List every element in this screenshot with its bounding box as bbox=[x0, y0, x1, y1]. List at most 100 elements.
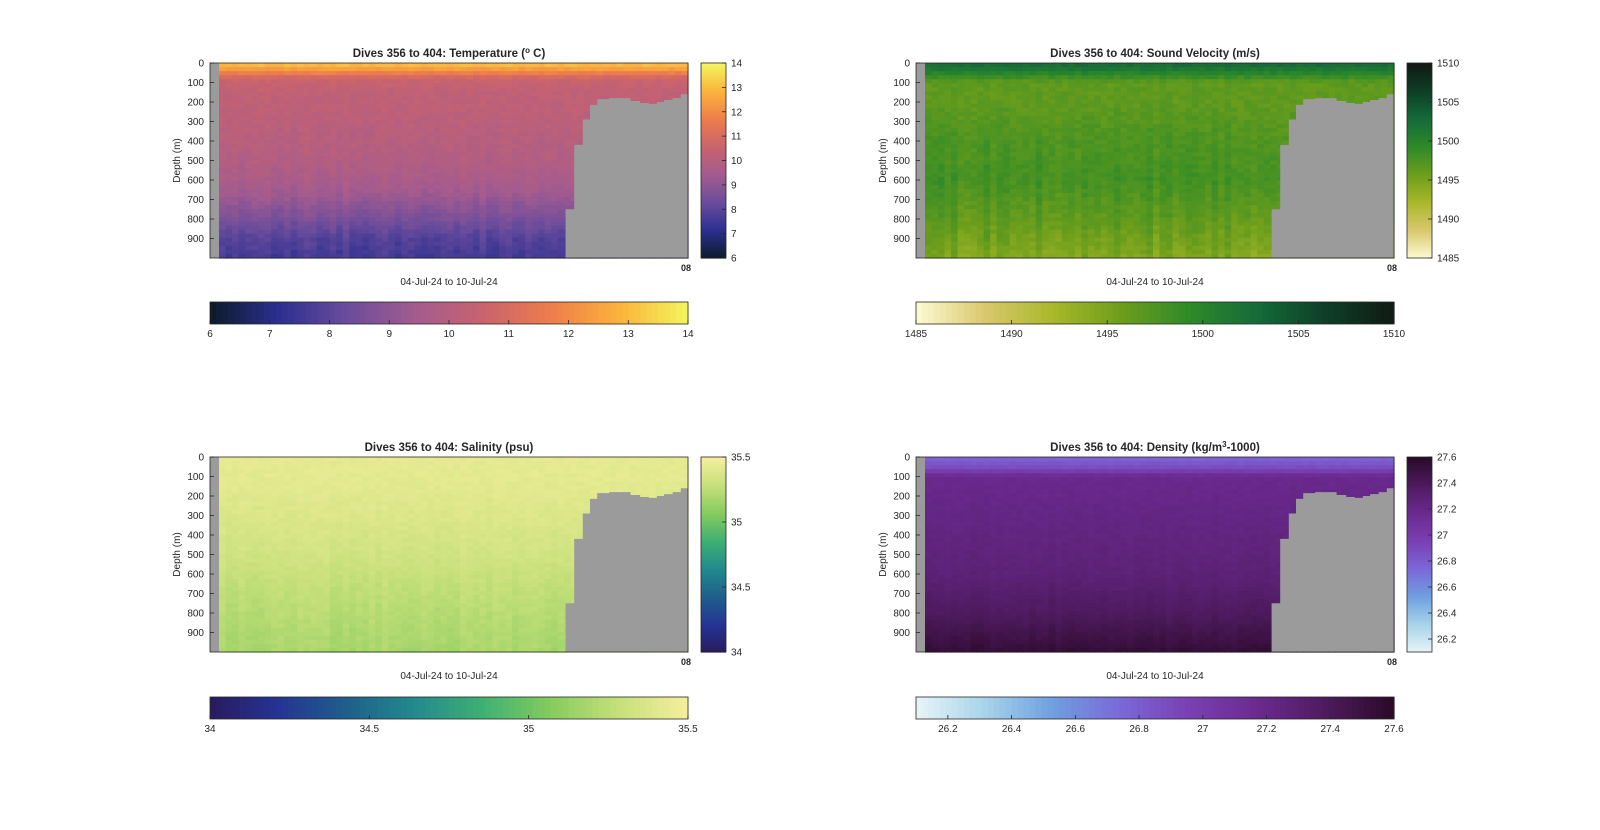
heatmap-cell bbox=[466, 205, 474, 210]
heatmap-cell bbox=[388, 184, 396, 190]
heatmap-cell bbox=[264, 128, 272, 133]
heatmap-cell bbox=[388, 164, 396, 170]
heatmap-cell bbox=[310, 95, 318, 101]
heatmap-cell bbox=[401, 148, 409, 153]
heatmap-cell bbox=[925, 140, 933, 145]
heatmap-cell bbox=[512, 164, 520, 170]
colorbar-step bbox=[701, 175, 726, 179]
heatmap-cell bbox=[473, 217, 481, 223]
heatmap-cell bbox=[525, 225, 533, 231]
heatmap-cell bbox=[655, 75, 663, 80]
heatmap-cell bbox=[557, 115, 565, 121]
colorbar-step bbox=[341, 302, 349, 324]
heatmap-cell bbox=[1061, 176, 1069, 182]
heatmap-cell bbox=[951, 229, 959, 235]
heatmap-cell bbox=[290, 197, 298, 202]
heatmap-cell bbox=[1042, 253, 1050, 259]
heatmap-cell bbox=[1061, 229, 1069, 235]
heatmap-cell bbox=[264, 119, 272, 125]
heatmap-cell bbox=[1068, 123, 1076, 129]
heatmap-cell bbox=[316, 172, 324, 178]
heatmap-cell bbox=[323, 123, 331, 129]
heatmap-cell bbox=[1042, 119, 1050, 125]
heatmap-cell bbox=[401, 221, 409, 227]
heatmap-cell bbox=[944, 180, 952, 186]
heatmap-cell bbox=[1081, 229, 1089, 235]
heatmap-cell bbox=[518, 123, 526, 129]
heatmap-cell bbox=[388, 67, 396, 72]
heatmap-cell bbox=[258, 188, 266, 194]
heatmap-cell bbox=[225, 209, 233, 214]
heatmap-cell bbox=[342, 71, 350, 76]
heatmap-cell bbox=[258, 128, 266, 133]
colorbar-step bbox=[701, 236, 726, 240]
heatmap-cell bbox=[258, 213, 266, 218]
heatmap-cell bbox=[938, 168, 946, 174]
heatmap-cell bbox=[284, 63, 292, 68]
heatmap-cell bbox=[1068, 140, 1076, 145]
heatmap-cell bbox=[453, 193, 461, 198]
heatmap-cell bbox=[492, 221, 500, 227]
heatmap-cell bbox=[944, 71, 952, 76]
heatmap-cell bbox=[931, 107, 939, 113]
heatmap-cell bbox=[648, 79, 657, 84]
heatmap-cell bbox=[996, 188, 1004, 194]
heatmap-cell bbox=[473, 221, 481, 227]
heatmap-cell bbox=[951, 233, 959, 239]
colorbar-step bbox=[701, 221, 726, 225]
heatmap-cell bbox=[951, 83, 959, 88]
heatmap-cell bbox=[219, 176, 227, 182]
heatmap-cell bbox=[1022, 233, 1030, 239]
heatmap-cell bbox=[401, 136, 409, 141]
heatmap-cell bbox=[453, 103, 461, 109]
heatmap-cell bbox=[492, 75, 500, 80]
heatmap-cell bbox=[238, 225, 246, 231]
heatmap-cell bbox=[492, 245, 500, 251]
heatmap-cell bbox=[336, 168, 344, 174]
heatmap-cell bbox=[251, 83, 259, 88]
heatmap-cell bbox=[492, 205, 500, 210]
heatmap-cell bbox=[414, 197, 422, 202]
heatmap-cell bbox=[362, 156, 370, 162]
heatmap-cell bbox=[362, 148, 370, 153]
heatmap-cell bbox=[355, 148, 363, 153]
heatmap-cell bbox=[264, 160, 272, 166]
heatmap-cell bbox=[596, 87, 604, 93]
heatmap-cell bbox=[375, 71, 383, 76]
heatmap-cell bbox=[951, 123, 959, 129]
heatmap-cell bbox=[277, 128, 285, 133]
heatmap-cell bbox=[245, 128, 253, 133]
heatmap-cell bbox=[303, 136, 311, 141]
heatmap-cell bbox=[297, 184, 305, 190]
heatmap-cell bbox=[245, 213, 253, 218]
heatmap-cell bbox=[303, 123, 311, 129]
heatmap-cell bbox=[401, 156, 409, 162]
heatmap-cell bbox=[323, 95, 331, 101]
heatmap-cell bbox=[996, 197, 1004, 202]
heatmap-cell bbox=[944, 225, 952, 231]
heatmap-cell bbox=[381, 103, 389, 109]
heatmap-cell bbox=[297, 95, 305, 101]
heatmap-cell bbox=[284, 111, 292, 117]
heatmap-cell bbox=[1061, 136, 1069, 141]
heatmap-cell bbox=[388, 144, 396, 149]
heatmap-cell bbox=[479, 95, 487, 101]
heatmap-cell bbox=[316, 119, 324, 125]
colorbar-step bbox=[701, 106, 726, 110]
colorbar-step bbox=[701, 192, 726, 196]
heatmap-cell bbox=[538, 221, 546, 227]
heatmap-cell bbox=[931, 75, 939, 80]
heatmap-cell bbox=[951, 241, 959, 247]
heatmap-cell bbox=[466, 217, 474, 223]
heatmap-cell bbox=[1094, 123, 1102, 129]
heatmap-cell bbox=[466, 144, 474, 149]
heatmap-cell bbox=[538, 176, 546, 182]
heatmap-cell bbox=[1055, 91, 1063, 97]
heatmap-cell bbox=[394, 217, 402, 223]
heatmap-cell bbox=[1094, 245, 1102, 251]
colorbar-step bbox=[701, 172, 726, 176]
heatmap-cell bbox=[551, 83, 559, 88]
heatmap-cell bbox=[401, 83, 409, 88]
colorbar-step bbox=[701, 77, 726, 81]
heatmap-cell bbox=[648, 83, 657, 88]
